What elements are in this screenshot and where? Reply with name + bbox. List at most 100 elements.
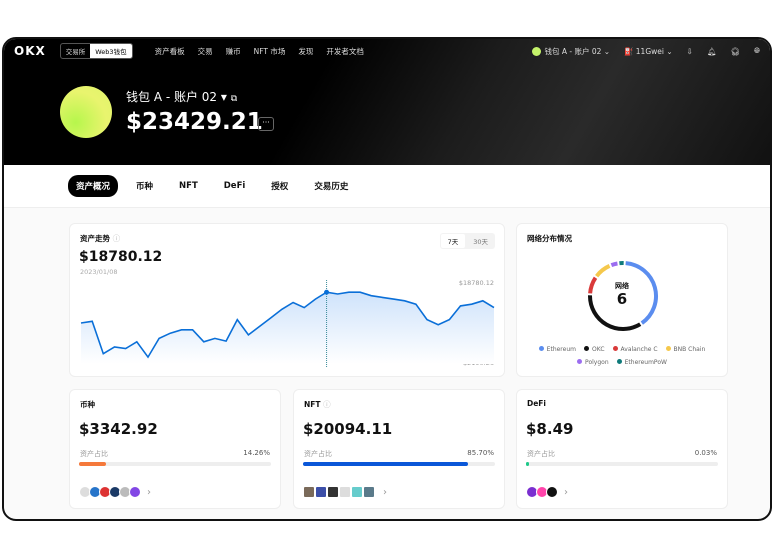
gas-icon: ⛽ xyxy=(624,46,634,56)
card-title: DeFi xyxy=(527,399,547,408)
card-title: 资产走势 xyxy=(80,234,110,243)
trend-chart[interactable] xyxy=(70,224,506,378)
coins-card[interactable]: 币种 $3342.92 资产占比 14.26% › xyxy=(69,389,281,509)
network-card: 网络分布情况 网络 6 Ethereum OKC Avalanche C BNB Ch… xyxy=(516,223,728,377)
legend-item: EthereumPoW xyxy=(616,359,667,366)
nft-card[interactable]: NFT ⓘ $20094.11 资产占比 85.70% › xyxy=(293,389,505,509)
wallet-balance: $23429.21 xyxy=(126,109,263,135)
nft-thumb xyxy=(303,486,315,498)
chevron-right-icon[interactable]: › xyxy=(564,486,568,498)
nft-thumb xyxy=(363,486,375,498)
gas-selector[interactable]: ⛽ 11Gwei ⌄ xyxy=(624,46,673,56)
copy-icon[interactable]: ⧉ xyxy=(230,94,238,104)
header-banner: OKX 交易所 Web3钱包 资产看板 交易 赚币 NFT 市场 发现 开发者文… xyxy=(4,39,770,165)
share-value: 85.70% xyxy=(467,449,494,457)
app-window: OKX 交易所 Web3钱包 资产看板 交易 赚币 NFT 市场 发现 开发者文… xyxy=(2,37,772,521)
protocol-icon xyxy=(546,486,558,498)
range-switch: 7天 30天 xyxy=(439,233,495,249)
legend-dot xyxy=(577,359,583,364)
more-button[interactable]: ··· xyxy=(258,117,274,131)
share-bar xyxy=(303,462,495,466)
mode-exchange[interactable]: 交易所 xyxy=(65,48,86,56)
polygon-icon xyxy=(129,486,141,498)
legend-dot xyxy=(665,346,671,351)
share-label: 资产占比 xyxy=(304,450,332,458)
network-donut xyxy=(588,261,658,331)
tab-history[interactable]: 交易历史 xyxy=(314,182,349,192)
tab-coins[interactable]: 币种 xyxy=(136,182,154,192)
nav-link[interactable]: 发现 xyxy=(298,46,314,56)
nft-thumb xyxy=(351,486,363,498)
legend-label: BNB Chain xyxy=(673,346,706,353)
donut-slice-avalanche-c[interactable] xyxy=(588,276,598,294)
trend-area xyxy=(81,292,494,364)
nav-link[interactable]: NFT 市场 xyxy=(253,46,286,56)
range-30d[interactable]: 30天 xyxy=(473,238,488,246)
share-value: 14.26% xyxy=(243,449,270,457)
nav-link[interactable]: 赚币 xyxy=(225,46,241,56)
range-7d[interactable]: 7天 xyxy=(440,234,466,248)
donut-slice-ethereum[interactable] xyxy=(625,261,658,325)
card-title: 币种 xyxy=(80,400,95,409)
trend-line xyxy=(80,291,495,359)
donut-slice-okc[interactable] xyxy=(588,295,642,331)
top-nav: OKX 交易所 Web3钱包 资产看板 交易 赚币 NFT 市场 发现 开发者文… xyxy=(4,39,770,63)
nft-thumb xyxy=(327,486,339,498)
legend-item: BNB Chain xyxy=(665,346,706,353)
legend-label: Polygon xyxy=(585,359,609,366)
donut-slice-bnb-chain[interactable] xyxy=(595,264,611,278)
nft-thumb xyxy=(315,486,327,498)
nft-thumb xyxy=(339,486,351,498)
nav-link[interactable]: 开发者文档 xyxy=(326,46,364,56)
legend-label: EthereumPoW xyxy=(624,359,667,366)
trend-date: 2023/01/08 xyxy=(80,268,118,276)
tab-bar: 资产概况 币种 NFT DeFi 授权 交易历史 xyxy=(4,165,770,208)
wallet-selector[interactable]: 钱包 A - 账户 02 ▾ ⧉ xyxy=(126,90,238,104)
token-icons[interactable]: › xyxy=(79,486,151,498)
download-icon[interactable]: ⇩ xyxy=(686,46,693,56)
nav-link[interactable]: 交易 xyxy=(197,46,213,56)
card-title: 网络分布情况 xyxy=(527,234,572,243)
defi-card[interactable]: DeFi $8.49 资产占比 0.03% › xyxy=(516,389,728,509)
legend-dot xyxy=(583,346,589,351)
donut-slice-polygon[interactable] xyxy=(610,261,618,267)
tab-overview[interactable]: 资产概况 xyxy=(68,175,119,197)
tab-defi[interactable]: DeFi xyxy=(223,181,246,191)
network-count: 6 xyxy=(616,290,628,308)
okx-logo[interactable]: OKX xyxy=(14,44,46,58)
headset-icon[interactable]: 🎧︎ xyxy=(730,46,740,56)
share-bar xyxy=(79,462,271,466)
legend-dot xyxy=(538,346,544,351)
donut-label: 网络 xyxy=(615,282,629,290)
nft-thumbnails[interactable]: › xyxy=(303,486,387,498)
tab-nft[interactable]: NFT xyxy=(179,181,198,191)
bell-icon[interactable]: 🔔︎ xyxy=(706,46,717,56)
max-label: $18780.12 xyxy=(458,279,494,287)
share-label: 资产占比 xyxy=(80,450,108,458)
share-value: 0.03% xyxy=(694,449,717,457)
share-bar xyxy=(526,462,718,466)
account-selector[interactable]: 钱包 A - 账户 02 ⌄ xyxy=(532,46,610,57)
defi-value: $8.49 xyxy=(526,420,574,438)
chevron-right-icon[interactable]: › xyxy=(147,486,151,498)
legend-row: Ethereum OKC Avalanche C BNB Chain xyxy=(517,346,727,353)
legend-dot xyxy=(612,346,618,351)
asset-trend-card: 资产走势 ⓘ 7天 30天 $18780.12 2023/01/08 $1878… xyxy=(69,223,505,377)
info-icon[interactable]: ⓘ xyxy=(112,234,121,243)
info-icon[interactable]: ⓘ xyxy=(323,400,331,409)
legend-label: OKC xyxy=(591,346,605,353)
coins-value: $3342.92 xyxy=(79,420,158,438)
tab-approvals[interactable]: 授权 xyxy=(271,182,289,192)
mode-web3[interactable]: Web3钱包 xyxy=(90,44,132,58)
legend-item: Ethereum xyxy=(538,346,576,353)
wallet-avatar xyxy=(60,86,112,138)
globe-icon[interactable]: 🌐︎ xyxy=(754,46,760,55)
nav-link[interactable]: 资产看板 xyxy=(154,46,185,56)
chevron-right-icon[interactable]: › xyxy=(383,486,387,498)
legend-row: Polygon EthereumPoW xyxy=(517,359,727,366)
share-label: 资产占比 xyxy=(527,450,555,458)
protocol-icons[interactable]: › xyxy=(526,486,568,498)
legend-item: Polygon xyxy=(577,359,609,366)
nft-value: $20094.11 xyxy=(303,420,393,438)
legend-label: Avalanche C xyxy=(620,346,658,353)
